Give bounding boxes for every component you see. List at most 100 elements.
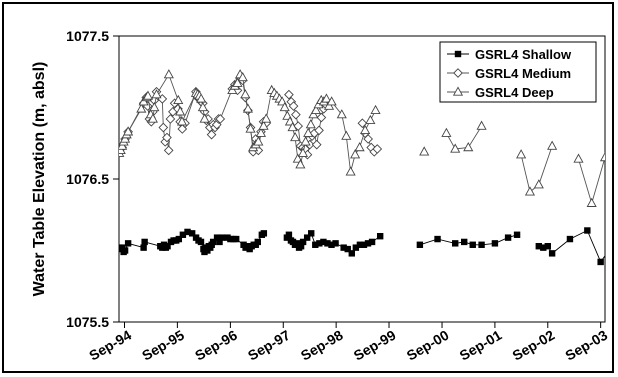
data-point — [372, 144, 383, 154]
data-point — [242, 103, 253, 113]
series-triangle-open — [119, 69, 618, 207]
data-point — [357, 118, 368, 129]
data-point — [151, 89, 162, 99]
data-point — [149, 101, 160, 112]
x-tick-label: Sep-00 — [404, 327, 452, 364]
data-point — [360, 241, 368, 248]
data-point — [344, 245, 351, 253]
data-point — [321, 93, 332, 103]
data-point — [147, 113, 158, 123]
legend-label: GSRL4 Shallow — [475, 47, 572, 62]
data-point — [476, 120, 487, 130]
data-point — [533, 179, 544, 189]
data-point — [197, 238, 205, 246]
data-point — [295, 159, 306, 169]
data-point — [463, 142, 474, 152]
data-point — [232, 235, 240, 243]
data-point — [254, 238, 261, 246]
data-point — [316, 112, 327, 123]
data-point — [253, 136, 264, 146]
data-point — [314, 125, 324, 136]
data-point — [215, 114, 226, 124]
data-point — [218, 234, 226, 241]
data-point — [540, 244, 547, 251]
y-axis: 1075.5 1076.5 1077.5 — [66, 28, 119, 330]
data-point — [158, 122, 169, 133]
data-point — [240, 89, 251, 99]
x-tick-label: Sep-98 — [298, 327, 346, 364]
data-point — [297, 147, 309, 157]
data-point — [300, 136, 311, 146]
data-point — [352, 244, 360, 251]
data-point — [308, 230, 315, 237]
data-point — [287, 121, 298, 132]
data-point — [163, 145, 174, 156]
data-point — [614, 139, 618, 147]
data-point — [584, 227, 591, 234]
data-point — [162, 132, 172, 143]
data-point — [434, 235, 441, 243]
data-point — [336, 109, 347, 119]
y-axis-title: Water Table Elevation (m, absl) — [31, 62, 48, 297]
data-point — [566, 235, 574, 243]
data-point — [370, 104, 381, 115]
data-point — [245, 123, 256, 133]
data-point — [544, 243, 551, 250]
x-tick-label: Sep-03 — [562, 327, 610, 364]
data-point — [376, 233, 384, 240]
data-point — [303, 127, 314, 137]
data-point — [213, 234, 221, 241]
data-point — [365, 114, 376, 125]
data-point — [354, 142, 365, 152]
data-point — [516, 149, 527, 159]
data-point — [164, 243, 171, 250]
data-point — [460, 238, 468, 246]
data-point — [454, 50, 462, 58]
legend: GSRL4 Shallow GSRL4 Medium GSRL4 Deep — [439, 41, 597, 103]
data-point — [196, 93, 207, 103]
data-point — [597, 258, 604, 266]
series-line — [231, 73, 376, 173]
data-point — [184, 228, 191, 236]
data-point — [441, 127, 452, 137]
y-tick-label: 1076.5 — [66, 171, 109, 187]
data-point — [288, 101, 299, 111]
data-point — [368, 238, 376, 246]
data-point — [188, 230, 196, 237]
data-point — [291, 109, 301, 120]
data-point — [345, 166, 356, 176]
x-tick-label: Sep-02 — [510, 327, 558, 364]
series-line — [446, 125, 482, 150]
data-point — [312, 241, 319, 248]
data-point — [324, 240, 331, 247]
data-point — [124, 240, 132, 247]
data-point — [303, 234, 311, 241]
data-point — [416, 241, 424, 248]
data-point — [285, 231, 293, 238]
data-point — [356, 241, 364, 248]
data-point — [310, 104, 322, 115]
data-point — [175, 106, 186, 116]
data-point — [206, 129, 217, 140]
data-point — [469, 241, 476, 248]
data-point — [452, 240, 459, 247]
data-point — [284, 89, 294, 100]
series-layer — [119, 69, 618, 266]
data-point — [350, 149, 361, 159]
data-point — [326, 96, 337, 106]
data-point — [255, 127, 267, 137]
data-point — [478, 241, 485, 248]
data-point — [311, 139, 322, 150]
data-point — [176, 116, 188, 126]
data-point — [453, 68, 463, 78]
data-point — [179, 231, 187, 238]
data-point — [279, 101, 290, 112]
data-point — [209, 238, 217, 246]
data-point — [548, 250, 556, 257]
x-tick-label: Sep-01 — [457, 327, 505, 364]
data-point — [364, 240, 372, 247]
x-tick-label: Sep-94 — [86, 327, 134, 364]
data-point — [141, 238, 148, 246]
data-point — [332, 240, 339, 247]
